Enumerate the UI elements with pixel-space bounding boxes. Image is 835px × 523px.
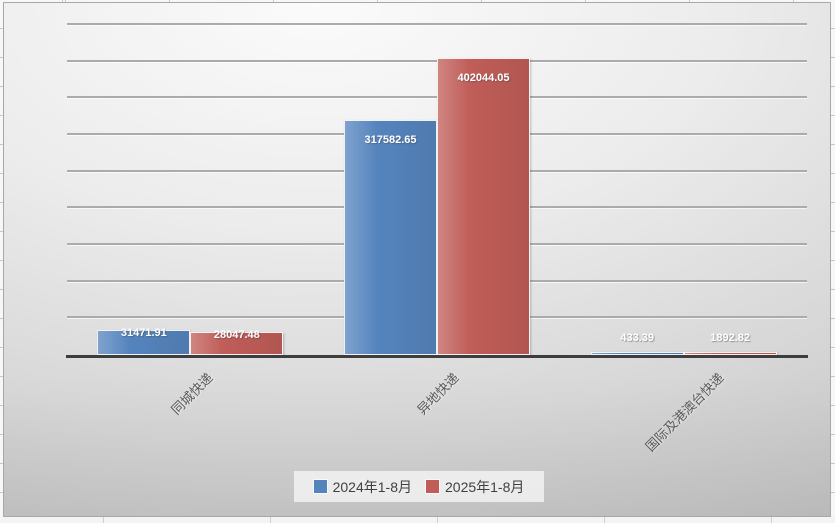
category-label-异地快递[interactable]: 异地快递 [414, 370, 463, 418]
worksheet-edge-top [0, 0, 835, 2]
data-label: 433.39 [620, 332, 654, 344]
legend-label-2024: 2024年1-8月 [332, 478, 412, 495]
data-label: 31471.91 [120, 327, 167, 339]
worksheet-edge-bottom [0, 517, 835, 523]
category-label-国际及港澳台快递[interactable]: 国际及港澳台快递 [642, 370, 728, 455]
data-label: 28047.48 [213, 329, 260, 341]
legend-label-2025: 2025年1-8月 [445, 478, 525, 495]
worksheet-edge-left [0, 0, 3, 523]
legend-swatch-2025-icon [426, 480, 439, 493]
data-label: 1892.82 [710, 332, 751, 344]
bar-2025年1-8月-国际及港澳台快递[interactable] [683, 352, 777, 355]
worksheet-edge-right [831, 0, 835, 523]
x-axis-line [66, 355, 808, 358]
legend-item-2024[interactable]: 2024年1-8月 [313, 478, 412, 495]
data-label: 402044.05 [457, 72, 510, 84]
bar-2025年1-8月-异地快递[interactable] [437, 58, 530, 355]
data-label: 317582.65 [364, 134, 417, 146]
gridline [67, 23, 807, 25]
bar-2024年1-8月-国际及港澳台快递[interactable] [590, 352, 684, 355]
bar-2025年1-8月-同城快递[interactable] [190, 332, 284, 355]
bar-2024年1-8月-同城快递[interactable] [97, 330, 191, 355]
category-label-同城快递[interactable]: 同城快递 [168, 370, 216, 418]
bar-2024年1-8月-异地快递[interactable] [344, 120, 437, 355]
legend[interactable]: 2024年1-8月 2025年1-8月 [294, 471, 544, 502]
legend-item-2025[interactable]: 2025年1-8月 [426, 480, 524, 494]
legend-swatch-2024-icon [313, 480, 327, 493]
